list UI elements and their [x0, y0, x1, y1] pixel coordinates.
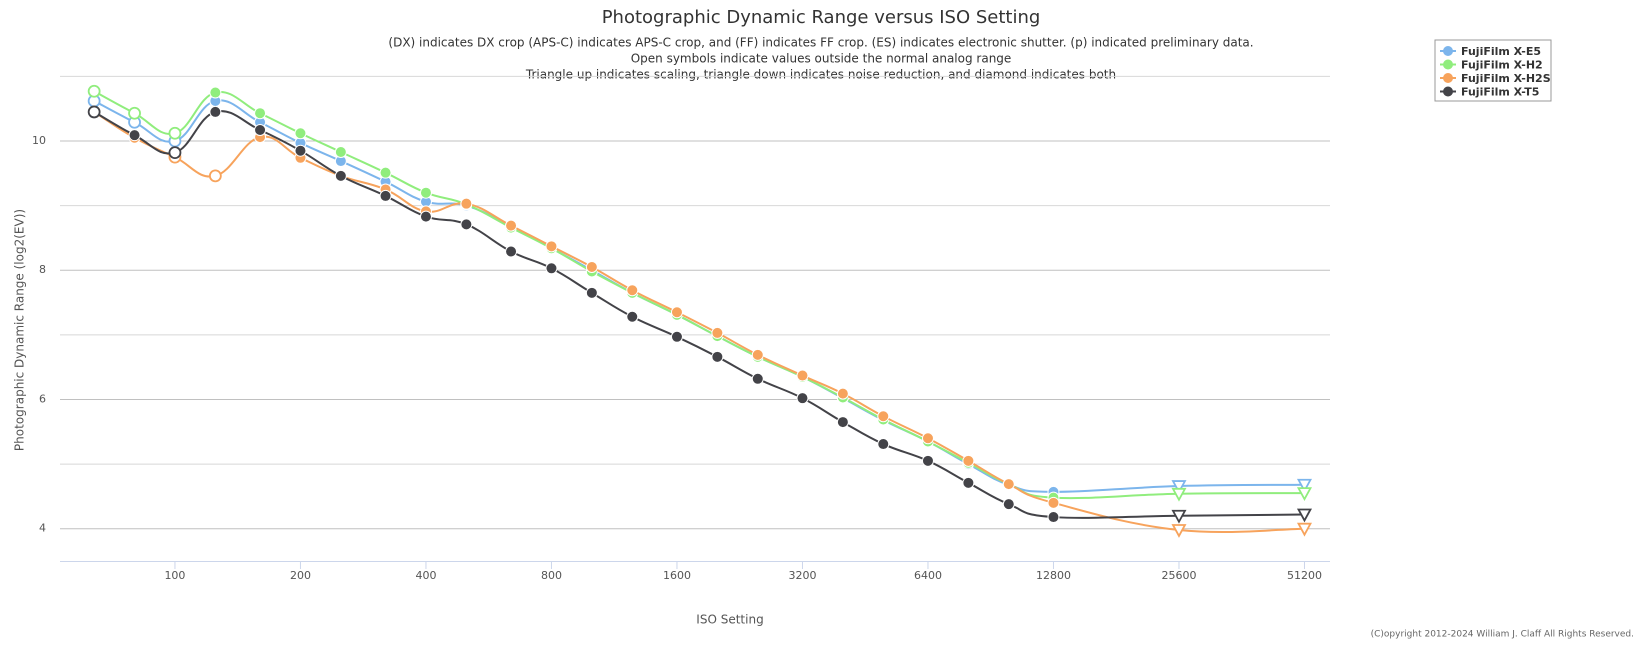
marker	[1047, 496, 1060, 509]
chart-subtitle: Triangle up indicates scaling, triangle …	[525, 68, 1116, 82]
marker	[128, 106, 141, 120]
marker	[877, 410, 890, 423]
x-axis-title: ISO Setting	[696, 613, 763, 627]
marker	[921, 454, 934, 467]
marker	[962, 454, 975, 467]
y-axis-title: Photographic Dynamic Range (log2(EV))	[13, 209, 27, 451]
marker	[254, 124, 267, 137]
marker	[1296, 508, 1312, 523]
marker	[87, 105, 101, 119]
legend-label: FujiFilm X-T5	[1461, 86, 1539, 99]
marker	[294, 144, 307, 157]
marker	[209, 86, 222, 99]
legend-marker	[1443, 73, 1453, 83]
legend-marker	[1443, 86, 1453, 97]
series	[87, 105, 1312, 524]
marker	[168, 146, 182, 160]
marker	[545, 262, 558, 275]
marker	[1296, 522, 1312, 537]
marker	[1296, 487, 1312, 502]
marker	[1296, 478, 1312, 493]
legend-marker	[1443, 46, 1453, 56]
marker	[1171, 487, 1187, 502]
marker	[1171, 524, 1187, 538]
x-tick-label: 12800	[1036, 569, 1071, 582]
marker	[670, 330, 683, 343]
x-tick-label: 1600	[663, 569, 691, 582]
marker	[87, 84, 101, 98]
x-tick-label: 6400	[914, 569, 942, 582]
marker	[796, 369, 809, 382]
marker	[294, 127, 307, 140]
marker	[836, 387, 849, 400]
x-tick-label: 400	[415, 569, 436, 582]
marker	[1002, 498, 1015, 511]
marker	[1002, 478, 1015, 491]
y-tick-label: 8	[39, 263, 46, 276]
marker	[751, 348, 764, 361]
marker	[460, 197, 473, 210]
marker	[877, 438, 890, 451]
marker	[796, 392, 809, 405]
marker	[585, 261, 598, 273]
marker	[505, 245, 518, 258]
marker	[254, 107, 267, 120]
marker	[711, 326, 724, 339]
marker	[208, 169, 222, 183]
chart-subtitle: (DX) indicates DX crop (APS-C) indicates…	[388, 36, 1253, 50]
credit: (C)opyright 2012-2024 William J. Claff A…	[1371, 630, 1634, 640]
marker	[751, 372, 764, 385]
marker	[836, 416, 849, 429]
marker	[334, 169, 347, 182]
marker	[460, 218, 473, 231]
legend-label: FujiFilm X-H2S	[1461, 72, 1551, 85]
marker	[1171, 480, 1187, 494]
x-tick-label: 100	[164, 569, 185, 582]
marker	[379, 189, 392, 202]
marker	[419, 210, 432, 223]
legend-marker	[1443, 59, 1453, 70]
marker	[545, 240, 558, 253]
marker	[1171, 509, 1187, 524]
marker	[626, 284, 639, 297]
marker	[128, 129, 141, 142]
marker	[334, 145, 347, 158]
y-tick-label: 10	[32, 134, 46, 147]
marker	[209, 105, 222, 118]
marker	[670, 306, 683, 319]
marker	[1047, 511, 1060, 524]
marker	[921, 432, 934, 445]
y-tick-label: 6	[39, 392, 46, 405]
marker	[585, 286, 598, 299]
marker	[168, 126, 182, 140]
marker	[379, 166, 392, 179]
x-tick-label: 3200	[788, 569, 816, 582]
legend-label: FujiFilm X-H2	[1461, 59, 1543, 72]
marker	[626, 310, 639, 323]
x-tick-label: 51200	[1287, 569, 1322, 582]
marker	[711, 350, 724, 363]
legend-label: FujiFilm X-E5	[1461, 45, 1541, 58]
marker	[419, 186, 432, 199]
marker	[505, 219, 518, 232]
x-tick-label: 800	[541, 569, 562, 582]
x-tick-label: 200	[290, 569, 311, 582]
y-tick-label: 4	[39, 522, 46, 535]
chart-subtitle: Open symbols indicate values outside the…	[631, 52, 1012, 66]
marker	[962, 476, 975, 489]
x-tick-label: 25600	[1161, 569, 1196, 582]
chart-title: Photographic Dynamic Range versus ISO Se…	[602, 7, 1041, 28]
